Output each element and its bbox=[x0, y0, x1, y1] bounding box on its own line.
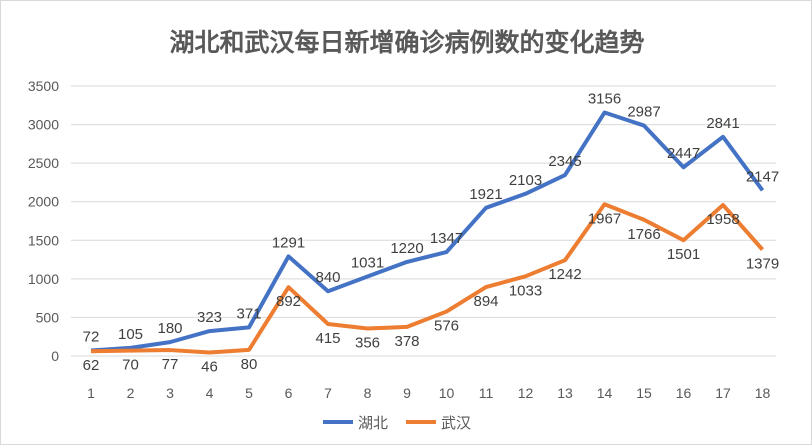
data-label: 1501 bbox=[667, 246, 700, 263]
data-label: 105 bbox=[118, 326, 143, 343]
data-label: 576 bbox=[434, 318, 459, 335]
data-label: 180 bbox=[157, 320, 182, 337]
series-line-hubei bbox=[90, 110, 765, 353]
chart-title: 湖北和武汉每日新增确诊病例数的变化趋势 bbox=[169, 28, 645, 57]
data-label: 1242 bbox=[548, 266, 581, 283]
data-label: 2987 bbox=[627, 104, 660, 121]
data-label: 1033 bbox=[509, 282, 542, 299]
y-tick-label: 2000 bbox=[28, 194, 59, 210]
x-tick-label: 4 bbox=[206, 385, 214, 401]
data-label: 840 bbox=[315, 269, 340, 286]
x-tick-label: 2 bbox=[127, 385, 135, 401]
data-label: 62 bbox=[83, 357, 100, 374]
x-tick-label: 10 bbox=[439, 385, 455, 401]
data-label: 894 bbox=[473, 293, 498, 310]
data-label: 1291 bbox=[272, 234, 305, 251]
data-label: 378 bbox=[394, 333, 419, 350]
x-tick-label: 14 bbox=[597, 385, 613, 401]
x-tick-label: 11 bbox=[479, 385, 494, 401]
x-tick-label: 9 bbox=[403, 385, 411, 401]
y-tick-label: 3000 bbox=[28, 117, 59, 133]
data-label: 415 bbox=[315, 330, 340, 347]
data-label: 70 bbox=[122, 357, 139, 374]
x-tick-label: 7 bbox=[324, 385, 332, 401]
x-tick-label: 3 bbox=[166, 385, 174, 401]
y-tick-label: 2500 bbox=[28, 155, 59, 171]
data-label: 3156 bbox=[588, 91, 621, 108]
legend-label: 湖北 bbox=[358, 414, 388, 432]
x-tick-label: 12 bbox=[518, 385, 534, 401]
y-tick-label: 3500 bbox=[28, 78, 59, 94]
x-tick-label: 8 bbox=[364, 385, 372, 401]
data-label: 72 bbox=[83, 328, 100, 345]
data-label: 892 bbox=[276, 293, 301, 310]
data-label: 2345 bbox=[548, 153, 581, 170]
data-label: 356 bbox=[355, 335, 380, 352]
x-tick-label: 13 bbox=[557, 385, 573, 401]
y-tick-label: 500 bbox=[36, 309, 60, 325]
y-tick-label: 1500 bbox=[28, 232, 59, 248]
y-tick-label: 0 bbox=[51, 348, 59, 364]
data-label: 371 bbox=[236, 305, 261, 322]
data-label: 1967 bbox=[588, 210, 621, 227]
data-label: 46 bbox=[201, 358, 218, 375]
data-label: 1220 bbox=[390, 240, 423, 257]
data-label: 2447 bbox=[667, 145, 700, 162]
data-label: 1766 bbox=[627, 226, 660, 243]
data-label: 323 bbox=[197, 309, 222, 326]
data-label: 77 bbox=[162, 356, 179, 373]
x-tick-label: 5 bbox=[245, 385, 253, 401]
y-tick-label: 1000 bbox=[28, 271, 59, 287]
data-label: 1958 bbox=[706, 211, 739, 228]
x-tick-label: 18 bbox=[755, 385, 771, 401]
x-tick-label: 6 bbox=[285, 385, 293, 401]
data-label: 80 bbox=[241, 356, 258, 373]
series-line-wuhan bbox=[90, 202, 764, 355]
x-tick-label: 17 bbox=[715, 385, 731, 401]
data-label: 1031 bbox=[351, 254, 384, 271]
data-label: 1347 bbox=[430, 230, 463, 247]
x-tick-label: 15 bbox=[636, 385, 652, 401]
data-label: 2841 bbox=[706, 115, 739, 132]
legend-label: 武汉 bbox=[441, 414, 471, 432]
data-label: 1379 bbox=[746, 256, 779, 273]
x-tick-label: 16 bbox=[676, 385, 692, 401]
data-label: 1921 bbox=[469, 186, 502, 203]
data-label: 2103 bbox=[509, 172, 542, 189]
x-tick-label: 1 bbox=[87, 385, 95, 401]
data-label: 2147 bbox=[746, 168, 779, 185]
